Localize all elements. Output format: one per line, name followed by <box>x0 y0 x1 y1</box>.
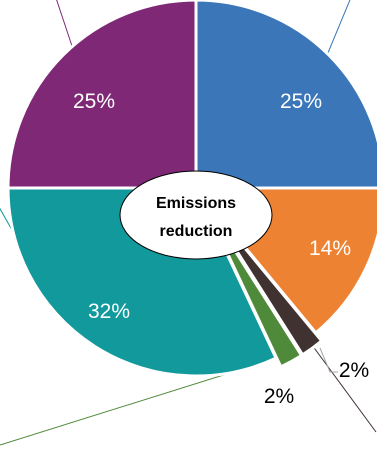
slice-label-4: 2% <box>264 385 294 408</box>
label-callout-bracket <box>319 347 338 373</box>
slice-label-3: 2% <box>339 359 369 382</box>
pie-slice-1 <box>194 0 377 190</box>
leader-line-1 <box>324 0 351 61</box>
pie-slice-6 <box>6 0 198 190</box>
center-hole <box>119 170 273 260</box>
leader-line-5 <box>0 207 13 231</box>
slice-label-5: 32% <box>88 300 130 323</box>
slice-label-6: 25% <box>73 90 115 113</box>
slice-labels: 25% 14% 2% 2% 32% 25% <box>73 90 369 408</box>
center-label-line-1: Emissions <box>156 195 236 212</box>
slice-label-2: 14% <box>309 237 351 260</box>
leader-line-3 <box>311 344 377 433</box>
slice-label-1: 25% <box>280 90 322 113</box>
center-label-line-2: reduction <box>160 223 233 240</box>
